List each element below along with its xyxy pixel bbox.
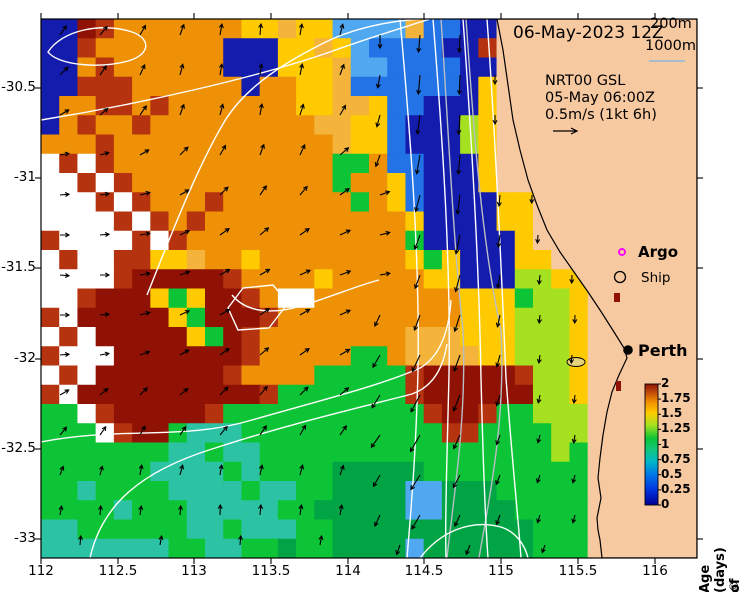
coastal-mark — [616, 381, 621, 391]
y-tick-label: -32 — [13, 350, 36, 366]
x-tick-label: 115.5 — [558, 563, 598, 579]
y-tick-label: -31.5 — [1, 259, 36, 275]
y-tick-label: -33 — [13, 530, 36, 546]
x-tick-label: 114.5 — [404, 563, 444, 579]
y-tick-label: -30.5 — [1, 79, 36, 95]
model-name-label: NRT00 GSL — [545, 73, 626, 89]
plot-border — [40, 18, 698, 559]
isobath-line-sample — [649, 60, 685, 62]
axis-ticks — [35, 13, 703, 564]
colorbar-tick-label: 0.25 — [661, 481, 691, 496]
colorbar-tick-label: 1 — [661, 436, 670, 451]
isobath-200m-label: 200m — [650, 16, 692, 32]
x-tick-label: 112.5 — [98, 563, 138, 579]
credit-text: © IMOS 08-May-2023 09:08 Hobart — [727, 580, 740, 592]
datetime-label: 06-May-2023 12Z — [513, 23, 664, 43]
colorbar-tick-label: 0.5 — [661, 466, 683, 481]
ship-marker-icon — [613, 270, 627, 284]
colorbar-tick-label: 0.75 — [661, 451, 691, 466]
argo-marker-icon — [618, 248, 626, 256]
colorbar — [644, 383, 659, 506]
colorbar-tick-label: 1.75 — [661, 391, 691, 406]
y-tick-label: -31 — [13, 169, 36, 185]
isobath-1000m-label: 1000m — [645, 38, 697, 54]
colorbar-tick-label: 1.5 — [661, 406, 683, 421]
current-vector-arrows — [58, 22, 578, 556]
colorbar-tick-label: 0 — [661, 497, 670, 511]
vector-scale-label: 0.5m/s (1kt 6h) — [545, 107, 657, 123]
argo-legend-label: Argo — [638, 243, 679, 261]
ship-legend-label: Ship — [641, 270, 671, 286]
colorbar-tick-label: 2 — [661, 376, 670, 390]
x-tick-label: 115 — [488, 563, 514, 579]
model-time-label: 05-May 06:00Z — [545, 90, 655, 106]
y-tick-label: -32.5 — [1, 440, 36, 456]
perth-dot — [623, 345, 633, 355]
perth-city-label: Perth — [638, 341, 688, 360]
x-tick-label: 112 — [28, 563, 54, 579]
x-tick-label: 116 — [642, 563, 668, 579]
x-tick-label: 113 — [181, 563, 207, 579]
x-tick-label: 113.5 — [251, 563, 291, 579]
scale-arrow-icon — [553, 127, 579, 135]
rottnest-island — [566, 357, 586, 367]
colorbar-tick-label: 1.25 — [661, 421, 691, 436]
x-tick-label: 114 — [335, 563, 361, 579]
coastal-mark — [614, 293, 620, 302]
isobath-contours — [440, 19, 503, 558]
